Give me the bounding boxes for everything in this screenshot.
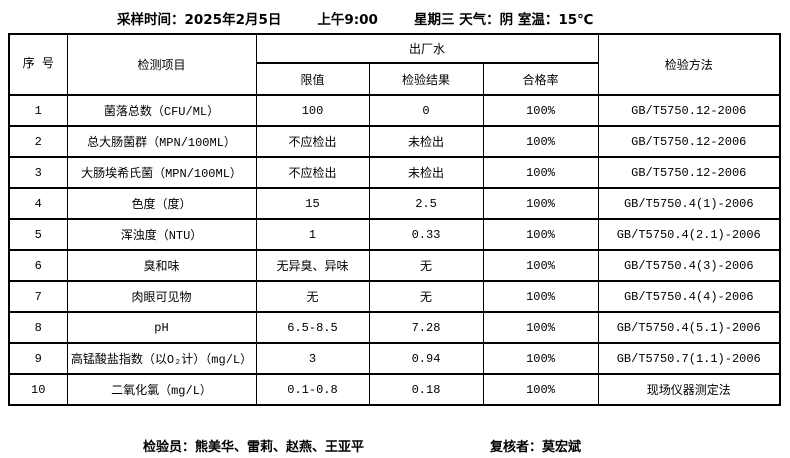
header-no: 序 号 bbox=[8, 33, 68, 96]
cell-rate: 100% bbox=[482, 94, 599, 127]
table-row: 2 总大肠菌群（MPN/100ML） 不应检出 未检出 100% GB/T575… bbox=[8, 125, 781, 158]
cell-no: 6 bbox=[8, 249, 68, 282]
cell-rate: 100% bbox=[482, 280, 599, 313]
cell-result: 7.28 bbox=[368, 311, 484, 344]
table-header: 序 号 检测项目 出厂水 检验方法 限值 检验结果 合格率 bbox=[8, 33, 781, 96]
table-row: 9 高锰酸盐指数（以O₂计）（mg/L） 3 0.94 100% GB/T575… bbox=[8, 342, 781, 375]
cell-rate: 100% bbox=[482, 311, 599, 344]
table-row: 7 肉眼可见物 无 无 100% GB/T5750.4(4)-2006 bbox=[8, 280, 781, 313]
cell-method: GB/T5750.12-2006 bbox=[597, 125, 781, 158]
header-method: 检验方法 bbox=[597, 33, 781, 96]
cell-item: 菌落总数（CFU/ML） bbox=[66, 94, 257, 127]
cell-result: 2.5 bbox=[368, 187, 484, 220]
cell-item: 臭和味 bbox=[66, 249, 257, 282]
cell-no: 2 bbox=[8, 125, 68, 158]
cell-result: 0.94 bbox=[368, 342, 484, 375]
cell-rate: 100% bbox=[482, 125, 599, 158]
inspectors-label: 检验员：熊美华、雷莉、赵燕、王亚平 bbox=[143, 440, 365, 455]
cell-item: pH bbox=[66, 311, 257, 344]
cell-result: 未检出 bbox=[368, 156, 484, 189]
cell-rate: 100% bbox=[482, 249, 599, 282]
table-row: 1 菌落总数（CFU/ML） 100 0 100% GB/T5750.12-20… bbox=[8, 94, 781, 127]
cell-limit: 1 bbox=[255, 218, 370, 251]
header-rate: 合格率 bbox=[482, 62, 599, 96]
cell-no: 10 bbox=[8, 373, 68, 406]
table-row: 8 pH 6.5-8.5 7.28 100% GB/T5750.4(5.1)-2… bbox=[8, 311, 781, 344]
weather-label: 星期三 天气：阴 室温：15℃ bbox=[413, 12, 594, 28]
cell-no: 4 bbox=[8, 187, 68, 220]
cell-limit: 3 bbox=[255, 342, 370, 375]
sampling-clock-label: 上午9:00 bbox=[317, 12, 378, 28]
cell-result: 无 bbox=[368, 249, 484, 282]
cell-method: GB/T5750.12-2006 bbox=[597, 156, 781, 189]
cell-item: 高锰酸盐指数（以O₂计）（mg/L） bbox=[66, 342, 257, 375]
cell-item: 浑浊度（NTU） bbox=[66, 218, 257, 251]
cell-no: 9 bbox=[8, 342, 68, 375]
cell-rate: 100% bbox=[482, 218, 599, 251]
cell-result: 0 bbox=[368, 94, 484, 127]
cell-method: GB/T5750.4(2.1)-2006 bbox=[597, 218, 781, 251]
cell-rate: 100% bbox=[482, 342, 599, 375]
cell-method: GB/T5750.12-2006 bbox=[597, 94, 781, 127]
cell-limit: 无异臭、异味 bbox=[255, 249, 370, 282]
cell-item: 总大肠菌群（MPN/100ML） bbox=[66, 125, 257, 158]
cell-limit: 15 bbox=[255, 187, 370, 220]
table-row: 3 大肠埃希氏菌（MPN/100ML） 不应检出 未检出 100% GB/T57… bbox=[8, 156, 781, 189]
header-limit: 限值 bbox=[255, 62, 370, 96]
cell-item: 色度（度） bbox=[66, 187, 257, 220]
cell-limit: 0.1-0.8 bbox=[255, 373, 370, 406]
cell-result: 0.33 bbox=[368, 218, 484, 251]
reviewer-label: 复核者：莫宏斌 bbox=[490, 440, 582, 455]
cell-no: 7 bbox=[8, 280, 68, 313]
report-title-line: 采样时间：2025年2月5日 上午9:00 星期三 天气：阴 室温：15℃ bbox=[117, 8, 594, 28]
cell-limit: 不应检出 bbox=[255, 125, 370, 158]
cell-method: 现场仪器测定法 bbox=[597, 373, 781, 406]
table-body: 1 菌落总数（CFU/ML） 100 0 100% GB/T5750.12-20… bbox=[8, 94, 781, 406]
cell-limit: 6.5-8.5 bbox=[255, 311, 370, 344]
cell-method: GB/T5750.4(5.1)-2006 bbox=[597, 311, 781, 344]
cell-rate: 100% bbox=[482, 187, 599, 220]
cell-rate: 100% bbox=[482, 156, 599, 189]
cell-limit: 不应检出 bbox=[255, 156, 370, 189]
cell-method: GB/T5750.7(1.1)-2006 bbox=[597, 342, 781, 375]
cell-result: 无 bbox=[368, 280, 484, 313]
cell-rate: 100% bbox=[482, 373, 599, 406]
sampling-time-label: 采样时间：2025年2月5日 bbox=[117, 12, 282, 28]
table-row: 5 浑浊度（NTU） 1 0.33 100% GB/T5750.4(2.1)-2… bbox=[8, 218, 781, 251]
cell-item: 二氧化氯（mg/L） bbox=[66, 373, 257, 406]
table-row: 6 臭和味 无异臭、异味 无 100% GB/T5750.4(3)-2006 bbox=[8, 249, 781, 282]
cell-result: 未检出 bbox=[368, 125, 484, 158]
cell-item: 大肠埃希氏菌（MPN/100ML） bbox=[66, 156, 257, 189]
header-group-factory-water: 出厂水 bbox=[255, 33, 599, 64]
cell-no: 1 bbox=[8, 94, 68, 127]
cell-method: GB/T5750.4(4)-2006 bbox=[597, 280, 781, 313]
header-item: 检测项目 bbox=[66, 33, 257, 96]
cell-no: 3 bbox=[8, 156, 68, 189]
cell-result: 0.18 bbox=[368, 373, 484, 406]
cell-method: GB/T5750.4(1)-2006 bbox=[597, 187, 781, 220]
cell-method: GB/T5750.4(3)-2006 bbox=[597, 249, 781, 282]
table-row: 4 色度（度） 15 2.5 100% GB/T5750.4(1)-2006 bbox=[8, 187, 781, 220]
water-quality-table: 序 号 检测项目 出厂水 检验方法 限值 检验结果 合格率 1 菌落总数（CFU… bbox=[8, 33, 781, 406]
cell-item: 肉眼可见物 bbox=[66, 280, 257, 313]
cell-no: 8 bbox=[8, 311, 68, 344]
table-row: 10 二氧化氯（mg/L） 0.1-0.8 0.18 100% 现场仪器测定法 bbox=[8, 373, 781, 406]
cell-limit: 无 bbox=[255, 280, 370, 313]
cell-no: 5 bbox=[8, 218, 68, 251]
header-result: 检验结果 bbox=[368, 62, 484, 96]
cell-limit: 100 bbox=[255, 94, 370, 127]
